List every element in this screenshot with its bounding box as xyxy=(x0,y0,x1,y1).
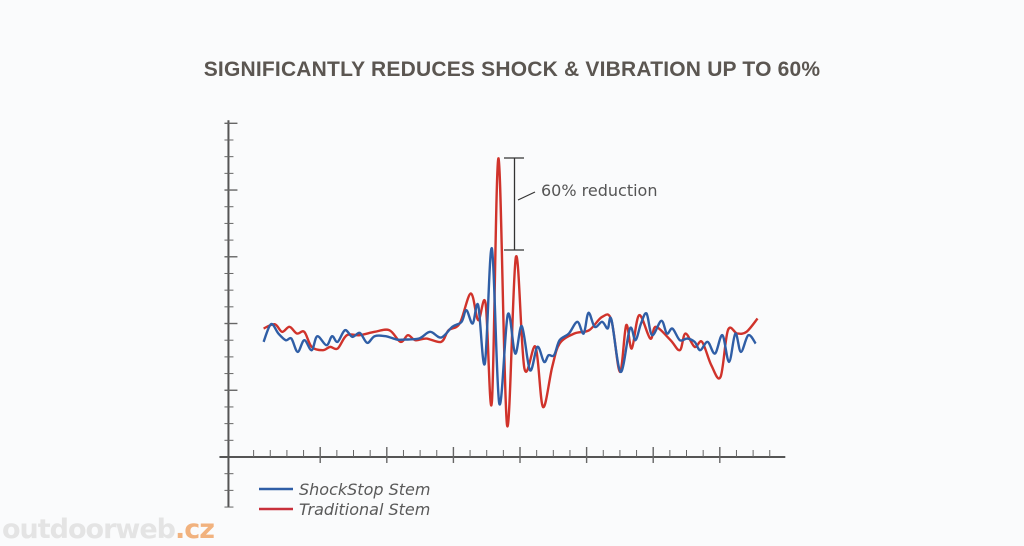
watermark-tld: .cz xyxy=(175,514,215,545)
axes xyxy=(219,120,786,508)
annotation-leader xyxy=(517,191,536,201)
series-lines xyxy=(262,157,759,428)
watermark-name: outdoorweb xyxy=(2,514,176,545)
legend-label-shockstop: ShockStop Stem xyxy=(299,480,430,499)
legend-label-traditional: Traditional Stem xyxy=(299,500,430,519)
annotation-label: 60% reduction xyxy=(541,181,657,200)
watermark-logo: outdoorweb.cz xyxy=(2,514,215,545)
series-line-shockstop-stem xyxy=(262,247,757,406)
chart-title: SIGNIFICANTLY REDUCES SHOCK & VIBRATION … xyxy=(203,58,821,81)
reduction-annotation: 60% reduction xyxy=(504,157,657,251)
series-line-traditional-stem xyxy=(263,157,759,428)
legend: ShockStop Stem Traditional Stem xyxy=(259,480,430,519)
